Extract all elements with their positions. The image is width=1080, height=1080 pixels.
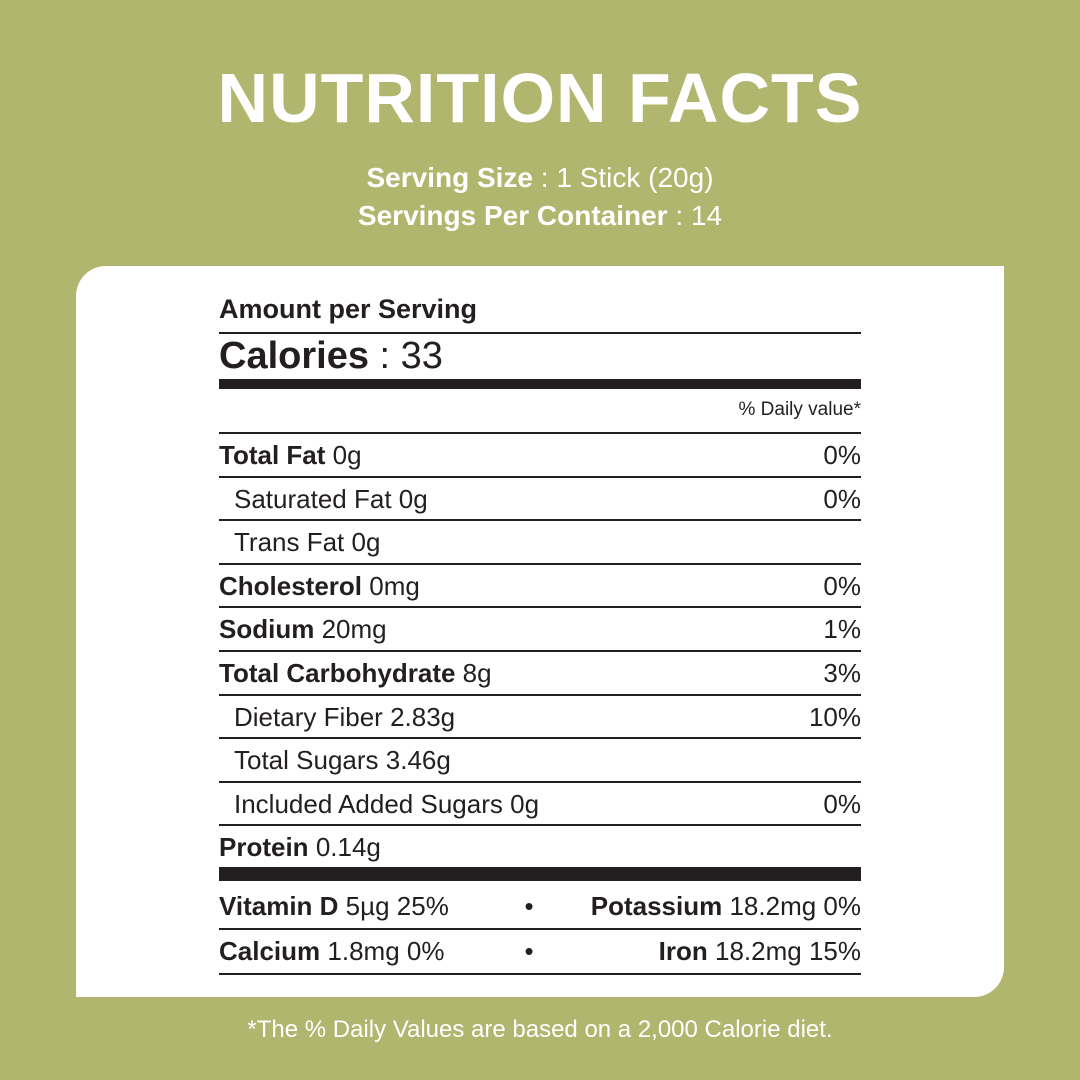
daily-value-heading: % Daily value* <box>738 399 862 420</box>
nutrient-amount: 0mg <box>369 570 420 601</box>
value: : 14 <box>675 200 723 231</box>
nutrient-name: Included Added Sugars <box>234 788 503 819</box>
serving-size: Serving Size : 1 Stick (20g) <box>0 162 1080 194</box>
nutrient: Saturated Fat 0g <box>219 478 428 521</box>
daily-value: 0% <box>823 440 861 470</box>
separator: • <box>524 891 534 921</box>
nutrient-row: Trans Fat 0g <box>219 519 861 564</box>
nutrient-name: Saturated Fat <box>234 483 392 514</box>
vitamin: Potassium 18.2mg 0% <box>591 885 861 928</box>
vitamin-amount: 1.8mg 0% <box>327 936 445 966</box>
rule <box>219 332 861 334</box>
value: : 1 Stick (20g) <box>540 162 714 193</box>
vitamin: Vitamin D 5µg 25% <box>219 885 449 928</box>
vitamin-amount: 18.2mg 0% <box>729 891 861 921</box>
label: Servings Per Container <box>357 200 668 231</box>
daily-value: 10% <box>808 701 861 732</box>
servings-per-container: Servings Per Container : 14 <box>0 200 1080 232</box>
label: Calories <box>219 335 369 377</box>
nutrient-name: Total Sugars <box>234 745 379 776</box>
vitamin-row: Calcium 1.8mg 0% Iron 18.2mg 15% • <box>219 928 861 975</box>
nutrient-name: Total Carbohydrate <box>219 658 456 688</box>
nutrient: Protein 0.14g <box>219 826 381 869</box>
nutrient: Included Added Sugars 0g <box>219 783 539 826</box>
daily-value: 3% <box>823 658 861 688</box>
nutrient-name: Trans Fat <box>234 527 345 558</box>
nutrient-name: Dietary Fiber <box>234 701 383 732</box>
daily-value: 0% <box>823 483 861 514</box>
thick-rule <box>219 867 861 881</box>
vitamin: Calcium 1.8mg 0% <box>219 930 444 973</box>
nutrient-row: Total Fat 0g 0% <box>219 432 861 477</box>
nutrient-amount: 0g <box>351 527 381 558</box>
nutrient-amount: 0.14g <box>315 832 381 863</box>
nutrient-name: Protein <box>219 832 309 863</box>
nutrient-row: Total Sugars 3.46g <box>219 737 861 782</box>
vitamin-name: Iron <box>658 936 708 966</box>
nutrient-amount: 8g <box>462 658 492 688</box>
nutrient-amount: 0g <box>510 788 540 819</box>
nutrient-amount: 0g <box>332 440 362 470</box>
nutrient-row: Protein 0.14g <box>219 824 861 862</box>
nutrient-amount: 2.83g <box>390 701 456 732</box>
nutrient: Dietary Fiber 2.83g <box>219 696 455 739</box>
vitamin-amount: 5µg 25% <box>345 891 449 921</box>
nutrient-row: Dietary Fiber 2.83g 10% <box>219 693 861 739</box>
vitamin-amount: 18.2mg 15% <box>715 936 861 966</box>
nutrient-amount: 3.46g <box>385 745 451 776</box>
value: : 33 <box>379 335 443 377</box>
daily-value: 1% <box>823 614 861 645</box>
daily-value: 0% <box>823 788 861 819</box>
vitamin-row: Vitamin D 5µg 25% Potassium 18.2mg 0% • <box>219 885 861 928</box>
nutrient-name: Cholesterol <box>219 570 363 601</box>
title: NUTRITION FACTS <box>217 59 863 137</box>
nutrient-amount: 0g <box>398 483 428 514</box>
footnote: *The % Daily Values are based on a 2,000… <box>247 1016 833 1043</box>
nutrient: Trans Fat 0g <box>219 521 380 564</box>
nutrient-row: Sodium 20mg 1% <box>219 606 861 651</box>
vitamin: Iron 18.2mg 15% <box>659 930 861 973</box>
nutrient-name: Total Fat <box>219 440 326 470</box>
nutrient-row: Cholesterol 0mg 0% <box>219 562 861 608</box>
nutrient-row: Total Carbohydrate 8g 3% <box>219 650 861 695</box>
amount-heading: Amount per Serving <box>219 294 478 324</box>
nutrient: Sodium 20mg <box>219 608 387 651</box>
vitamin-name: Calcium <box>219 936 321 966</box>
nutrient-row: Included Added Sugars 0g 0% <box>219 780 861 826</box>
nutrient-amount: 20mg <box>321 614 387 645</box>
nutrient: Cholesterol 0mg <box>219 565 420 608</box>
separator: • <box>524 936 534 966</box>
nutrient-row: Saturated Fat 0g 0% <box>219 475 861 521</box>
calories: Calories : 33 <box>219 335 443 378</box>
label: Serving Size <box>366 162 533 193</box>
daily-value: 0% <box>823 570 861 601</box>
vitamin-name: Potassium <box>590 891 723 921</box>
thick-rule <box>219 379 861 389</box>
nutrient-name: Sodium <box>219 614 315 645</box>
nutrient: Total Carbohydrate 8g <box>219 652 492 695</box>
nutrient: Total Fat 0g <box>219 434 362 477</box>
vitamin-name: Vitamin D <box>219 891 339 921</box>
nutrient: Total Sugars 3.46g <box>219 739 451 782</box>
